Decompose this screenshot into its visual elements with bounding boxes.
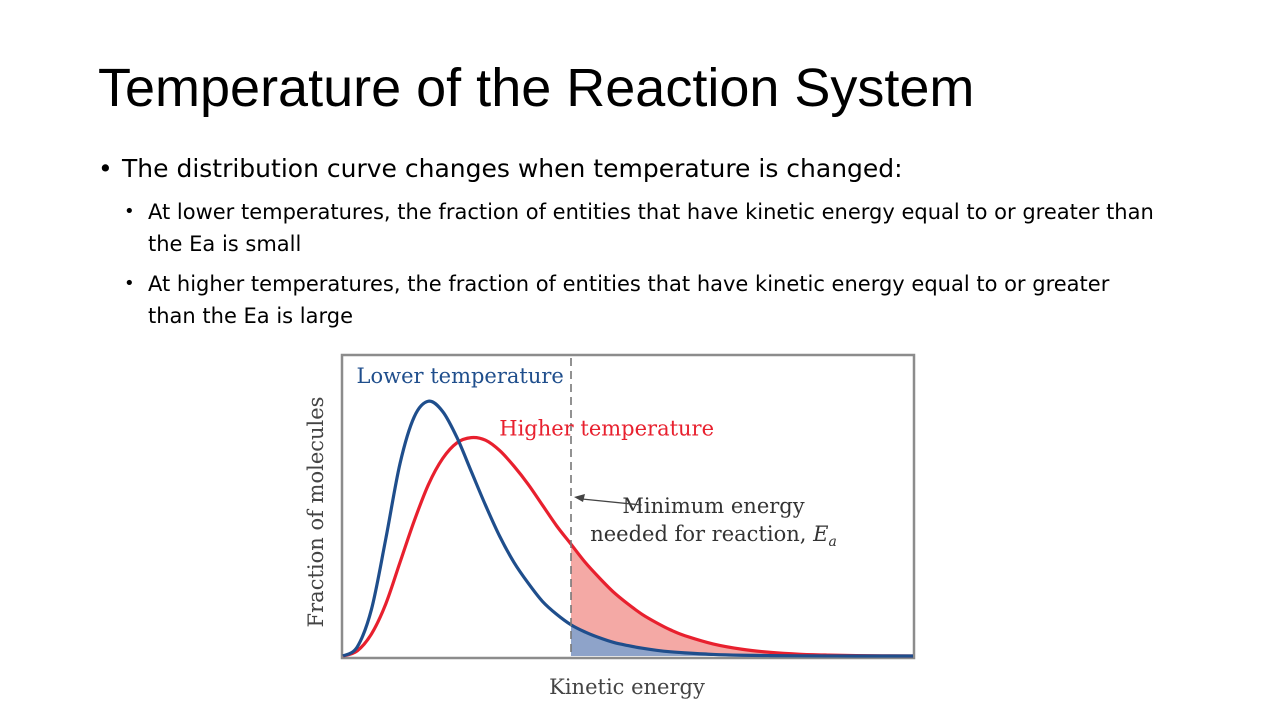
sub-bullet-group: At lower temperatures, the fraction of e…	[98, 196, 1248, 332]
tail-area-group	[571, 544, 913, 656]
lower-temperature-tail-area	[571, 624, 913, 656]
y-axis-label: Fraction of molecules	[304, 397, 328, 628]
higher-temperature-curve	[342, 435, 914, 658]
threshold-label-symbol: E	[812, 522, 828, 546]
threshold-label-subscript: a	[828, 534, 836, 550]
lower-temperature-curve	[342, 399, 914, 658]
x-axis-label: Kinetic energy	[549, 675, 705, 699]
higher-temperature-label: Higher temperature	[499, 417, 714, 441]
energy-distribution-chart: Lower temperature Higher temperature Minim…	[295, 350, 935, 710]
sub-bullet-list: At lower temperatures, the fraction of e…	[98, 196, 1248, 332]
bullet-list: The distribution curve changes when temp…	[98, 150, 1248, 340]
main-bullet-text: The distribution curve changes when temp…	[122, 154, 903, 183]
threshold-label-text: needed for reaction,	[590, 522, 813, 546]
chart-svg: Lower temperature Higher temperature Minim…	[304, 353, 916, 699]
threshold-pointer-arrowhead	[574, 494, 585, 502]
annotation-group: Lower temperature Higher temperature Minim…	[357, 364, 837, 550]
slide-title: Temperature of the Reaction System	[98, 58, 975, 118]
lower-temperature-label: Lower temperature	[357, 364, 564, 388]
sub-bullet-higher-temp: At higher temperatures, the fraction of …	[122, 268, 1158, 332]
higher-temperature-tail-area	[571, 544, 913, 656]
threshold-label-line2: needed for reaction, Ea	[590, 522, 837, 550]
threshold-label-line1: Minimum energy	[622, 494, 804, 518]
threshold-pointer-line	[581, 498, 642, 506]
curve-group	[342, 399, 914, 658]
main-bullet: The distribution curve changes when temp…	[98, 150, 1248, 188]
sub-bullet-lower-temp: At lower temperatures, the fraction of e…	[122, 196, 1158, 260]
